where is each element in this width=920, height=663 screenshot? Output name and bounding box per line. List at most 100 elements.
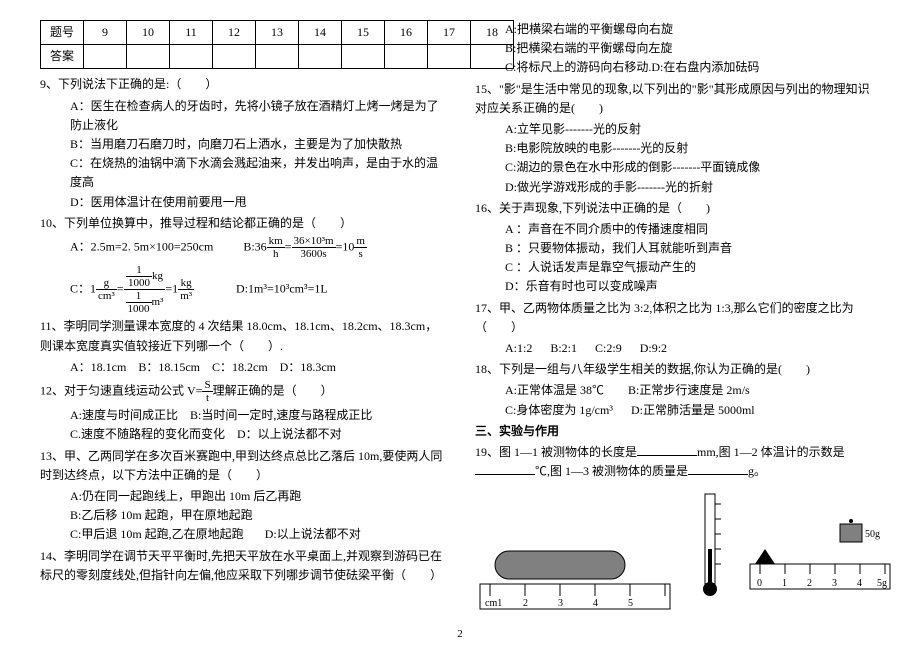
rt-2: 2 bbox=[523, 598, 528, 609]
q10-B-ms: ms bbox=[354, 235, 367, 260]
row-header-2: 答案 bbox=[41, 45, 84, 69]
section-3-title: 三、实验与作用 bbox=[475, 422, 880, 441]
q12-row-AB: A:速度与时间成正比 B:当时间一定时,速度与路程成正比 bbox=[40, 406, 445, 425]
q13-row-CD: C:甲后退 10m 起跑,乙在原地起跑 D:以上说法都不对 bbox=[40, 525, 445, 544]
q15-stem: 15、"影"是生活中常见的现象,以下列出的"影"其形成原因与列出的物理知识对应关… bbox=[475, 80, 880, 118]
thermometer-figure bbox=[695, 489, 725, 605]
figures: cm1 2 3 4 5 bbox=[475, 489, 880, 605]
q10-C-big: 11000kg11000m³ bbox=[124, 264, 166, 315]
q12-frac: St bbox=[202, 379, 212, 404]
q12-row-CD: C.速度不随路程的变化而变化 D：以上说法都不对 bbox=[40, 425, 445, 444]
q16-D: D：乐音有时也可以变成噪声 bbox=[475, 277, 880, 296]
q10-C-mid: = bbox=[117, 282, 124, 296]
q10-C-res: kgm³ bbox=[178, 277, 194, 302]
left-column: 题号 9 10 11 12 13 14 15 16 17 18 答案 9 bbox=[40, 20, 445, 606]
q19-mid1: mm,图 1—2 体温计的示数是 bbox=[697, 445, 845, 459]
q15-A: A:立竿见影-------光的反射 bbox=[475, 120, 880, 139]
q15-B: B:电影院放映的电影-------光的反射 bbox=[475, 139, 880, 158]
q18-A: A:正常体温是 38℃ bbox=[505, 383, 604, 397]
q15-C: C:湖边的景色在水中形成的倒影-------平面镜成像 bbox=[475, 158, 880, 177]
q12-A: A:速度与时间成正比 bbox=[70, 408, 178, 422]
q16-A: A ：声音在不同介质中的传播速度相同 bbox=[475, 220, 880, 239]
q18-B: B:正常步行速度是 2m/s bbox=[628, 383, 750, 397]
q10-C-tail: =1 bbox=[165, 282, 178, 296]
q10-B-eq: 36×10³m3600s bbox=[292, 235, 336, 260]
rt-5: 5 bbox=[628, 598, 633, 609]
q17-C: C:2:9 bbox=[595, 341, 622, 355]
q9-B: B：当用磨刀石磨刀时，向磨刀石上洒水，主要是为了加快散热 bbox=[40, 135, 445, 154]
q13-stem: 13、甲、乙两同学在多次百米赛跑中,甲到达终点总比乙落后 10m,要使两人同时到… bbox=[40, 447, 445, 485]
page-number: 2 bbox=[40, 626, 880, 644]
ans-13 bbox=[256, 45, 299, 69]
q18-stem: 18、下列是一组与八年级学生相关的数据,你认为正确的是( ) bbox=[475, 360, 880, 379]
col-15: 15 bbox=[342, 21, 385, 45]
q13-A: A:仍在同一起跑线上，甲跑出 10m 后乙再跑 bbox=[40, 487, 445, 506]
q17-A: A:1:2 bbox=[505, 341, 532, 355]
q10-C-pre: C：1 bbox=[70, 282, 96, 296]
blank-1 bbox=[637, 444, 697, 456]
ruler-unit: cm1 bbox=[485, 598, 502, 609]
q11-A: A：18.1cm bbox=[70, 360, 126, 374]
bt-1: 1 bbox=[782, 578, 787, 589]
q14-A: A:把横梁右端的平衡螺母向右旋 bbox=[475, 20, 880, 39]
ans-15 bbox=[342, 45, 385, 69]
answer-table: 题号 9 10 11 12 13 14 15 16 17 18 答案 bbox=[40, 20, 514, 69]
ans-16 bbox=[385, 45, 428, 69]
col-14: 14 bbox=[299, 21, 342, 45]
q11-B: B：18.15cm bbox=[138, 360, 200, 374]
q16-C: C ：人说话发声是靠空气振动产生的 bbox=[475, 258, 880, 277]
q12-D: D：以上说法都不对 bbox=[237, 427, 342, 441]
q10-stem: 10、下列单位换算中，推导过程和结论都正确的是（ ） bbox=[40, 214, 445, 233]
q9-C: C：在烧热的油锅中滴下水滴会溅起油来，并发出响声，是由于水的温度高 bbox=[40, 154, 445, 192]
q10-C-g: gcm³ bbox=[96, 277, 117, 302]
ans-14 bbox=[299, 45, 342, 69]
q19: 19、图 1—1 被测物体的长度是mm,图 1—2 体温计的示数是℃,图 1—3… bbox=[475, 443, 880, 481]
q19-mid2: ℃,图 1—3 被测物体的质量是 bbox=[535, 464, 688, 478]
q11-stem: 11、李明同学测量课本宽度的 4 次结果 18.0cm、18.1cm、18.2c… bbox=[40, 317, 445, 355]
ans-10 bbox=[127, 45, 170, 69]
q15-D: D:做光学游戏形成的手影-------光的折射 bbox=[475, 178, 880, 197]
right-column: A:把横梁右端的平衡螺母向右旋 B:把横梁右端的平衡螺母向左旋 C:将标尺上的游… bbox=[475, 20, 880, 606]
ans-11 bbox=[170, 45, 213, 69]
col-13: 13 bbox=[256, 21, 299, 45]
balance-figure: 50g 0 1 2 3 4 5g bbox=[745, 519, 885, 605]
q10-row-AB: A：2.5m=2. 5m×100=250cm B:36kmh=36×10³m36… bbox=[40, 235, 445, 260]
col-9: 9 bbox=[84, 21, 127, 45]
q11-D: D：18.3cm bbox=[280, 360, 336, 374]
q10-D: D:1m³=10³cm³=1L bbox=[236, 282, 328, 296]
q17-opts: A:1:2 B:2:1 C:2:9 D:9:2 bbox=[475, 339, 880, 358]
row-header-1: 题号 bbox=[41, 21, 84, 45]
bt-2: 2 bbox=[807, 578, 812, 589]
bt-5g: 5g bbox=[877, 578, 887, 589]
col-17: 17 bbox=[428, 21, 471, 45]
q13-C: C:甲后退 10m 起跑,乙在原地起跑 bbox=[70, 527, 244, 541]
q13-D: D:以上说法都不对 bbox=[265, 527, 361, 541]
ans-9 bbox=[84, 45, 127, 69]
q9-A: A：医生在检查病人的牙齿时，先将小镜子放在酒精灯上烤一烤是为了防止液化 bbox=[40, 97, 445, 135]
blank-3 bbox=[688, 463, 748, 475]
q9-stem: 9、下列说法下正确的是:（ ） bbox=[40, 75, 445, 94]
col-11: 11 bbox=[170, 21, 213, 45]
bt-0: 0 bbox=[757, 578, 762, 589]
q17-stem: 17、甲、乙两物体质量之比为 3:2,体积之比为 1:3,那么它们的密度之比为（… bbox=[475, 299, 880, 337]
q12-post: 理解正确的是（ ） bbox=[213, 383, 333, 397]
q18-row-AB: A:正常体温是 38℃ B:正常步行速度是 2m/s bbox=[475, 381, 880, 400]
q12-B: B:当时间一定时,速度与路程成正比 bbox=[190, 408, 372, 422]
q14-B: B:把横梁右端的平衡螺母向左旋 bbox=[475, 39, 880, 58]
q10-row-CD: C：1gcm³=11000kg11000m³=1kgm³ D:1m³=10³cm… bbox=[40, 264, 445, 315]
q17-B: B:2:1 bbox=[550, 341, 577, 355]
q12-pre: 12、对于匀速直线运动公式 V= bbox=[40, 383, 202, 397]
q10-B-pre: B:36 bbox=[243, 239, 266, 253]
rt-4: 4 bbox=[593, 598, 598, 609]
q10-B-unit: kmh bbox=[267, 235, 285, 260]
q10-B-tail: =10 bbox=[336, 239, 355, 253]
col-16: 16 bbox=[385, 21, 428, 45]
q11-C: C：18.2cm bbox=[212, 360, 268, 374]
q13-B: B:乙后移 10m 起跑，甲在原地起跑 bbox=[40, 506, 445, 525]
q17-D: D:9:2 bbox=[640, 341, 667, 355]
q14-CD: C:将标尺上的游码向右移动.D:在右盘内添加砝码 bbox=[475, 58, 880, 77]
weight-label-svg: 50g bbox=[865, 529, 880, 540]
ans-17 bbox=[428, 45, 471, 69]
q18-D: D:正常肺活量是 5000ml bbox=[631, 403, 755, 417]
q16-stem: 16、关于声现象,下列说法中正确的是（ ) bbox=[475, 199, 880, 218]
